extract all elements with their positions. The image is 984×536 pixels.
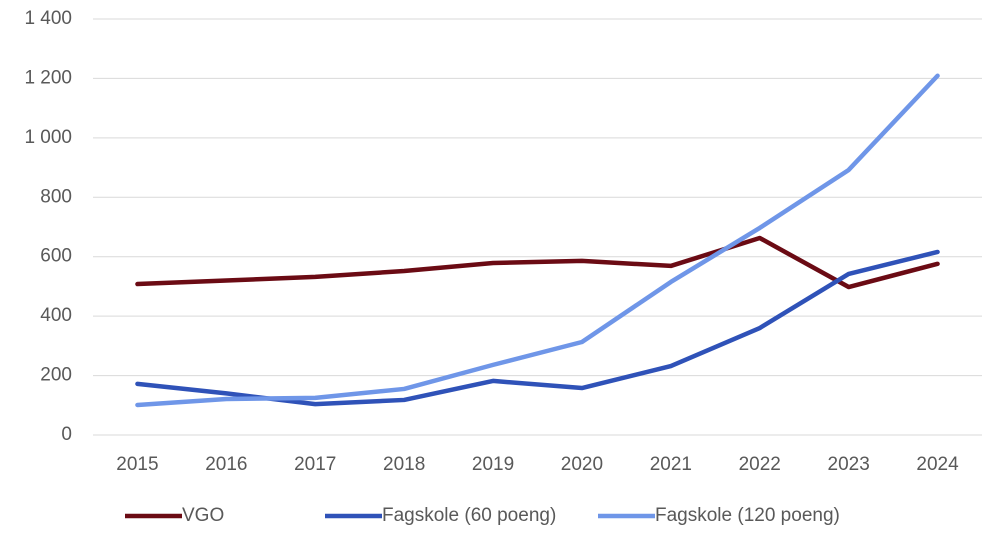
y-tick-label: 1 200	[24, 67, 72, 88]
x-tick-label: 2023	[828, 454, 870, 475]
x-tick-label: 2020	[561, 454, 603, 475]
legend-label: Fagskole (60 poeng)	[382, 505, 556, 526]
y-tick-label: 200	[40, 365, 72, 386]
y-tick-label: 400	[40, 305, 72, 326]
x-tick-label: 2016	[205, 454, 247, 475]
x-tick-label: 2017	[294, 454, 336, 475]
y-tick-label: 1 000	[24, 127, 72, 148]
legend-label: VGO	[182, 505, 224, 526]
x-tick-label: 2022	[739, 454, 781, 475]
legend-label: Fagskole (120 poeng)	[655, 505, 840, 526]
series-line	[135, 235, 940, 290]
series-line	[135, 73, 940, 408]
series-line	[135, 249, 940, 407]
x-tick-label: 2019	[472, 454, 514, 475]
x-tick-label: 2018	[383, 454, 425, 475]
y-tick-label: 0	[61, 424, 72, 445]
x-tick-label: 2015	[116, 454, 158, 475]
y-tick-label: 1 400	[24, 8, 72, 29]
x-tick-label: 2024	[916, 454, 959, 475]
y-tick-label: 600	[40, 246, 72, 267]
x-tick-label: 2021	[650, 454, 692, 475]
y-tick-label: 800	[40, 186, 72, 207]
